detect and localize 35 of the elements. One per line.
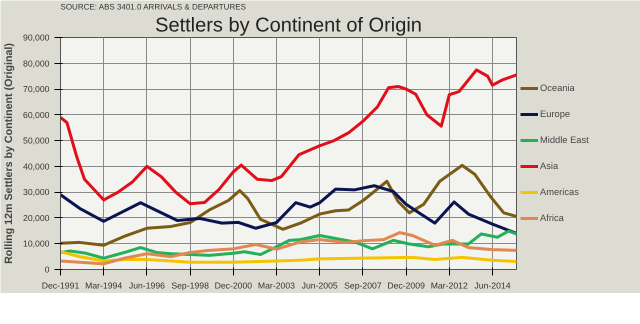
x-tick-label: Dec-1991 <box>42 280 80 290</box>
x-tick-label: Jun-2005 <box>302 280 338 290</box>
y-tick-label: 80,000 <box>23 58 50 68</box>
legend-label: Middle East <box>540 135 589 145</box>
legend-label: Americas <box>540 187 579 197</box>
x-tick-label: Sep-1998 <box>171 280 210 290</box>
x-tick-label: Mar-1994 <box>85 280 122 290</box>
line-series <box>60 250 516 264</box>
y-tick-label: 50,000 <box>23 136 50 146</box>
y-tick-label: 20,000 <box>23 212 50 223</box>
x-tick-label: Jun-2014 <box>474 280 511 290</box>
y-tick-label: 70,000 <box>23 84 50 94</box>
x-tick-label: Dec-2009 <box>387 280 426 290</box>
legend-label: Europe <box>540 109 570 119</box>
y-tick-label: 0 <box>44 264 50 274</box>
x-tick-label: Mar-2003 <box>258 280 296 290</box>
line-series <box>60 164 516 247</box>
chart-title: Settlers by Continent of Origin <box>155 14 422 36</box>
line-series <box>60 68 516 206</box>
legend-label: Asia <box>540 161 560 171</box>
y-axis-title: Rolling 12m Settlers by Continent (Original) <box>3 42 16 264</box>
line-series <box>60 231 516 266</box>
legend-label: Africa <box>540 213 564 223</box>
x-tick-label: Jun-1996 <box>128 280 166 290</box>
y-tick-label: 60,000 <box>23 110 50 120</box>
x-tick-label: Sep-2007 <box>344 280 382 290</box>
line-series <box>60 184 516 235</box>
y-tick-label: 30,000 <box>23 187 50 198</box>
source-note: SOURCE: ABS 3401.0 ARRIVALS & DEPARTURES <box>60 2 246 12</box>
y-tick-label: 40,000 <box>23 161 50 172</box>
y-tick-label: 10,000 <box>23 238 50 249</box>
legend-label: Oceania <box>540 83 575 93</box>
x-tick-label: Mar-2012 <box>430 280 468 290</box>
y-tick-label: 90,000 <box>23 32 50 42</box>
x-tick-label: Dec-2000 <box>214 280 252 290</box>
